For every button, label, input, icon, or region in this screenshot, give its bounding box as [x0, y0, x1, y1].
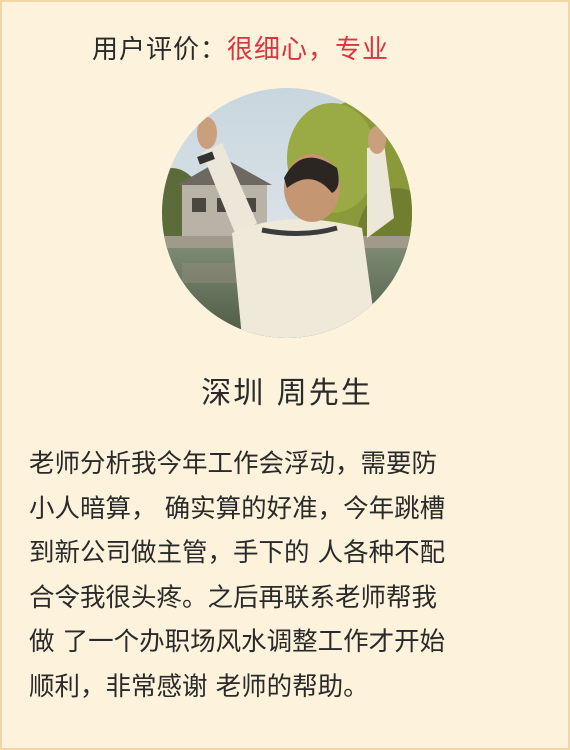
rating-label: 用户评价：: [92, 35, 228, 65]
review-text: 老师分析我今年工作会浮动，需要防 小人暗算， 确实算的好准，今年跳槽 到新公司做…: [29, 442, 549, 710]
review-line: 合令我很头疼。之后再联系老师帮我: [29, 582, 438, 613]
review-line: 小人暗算， 确实算的好准，今年跳槽: [29, 493, 446, 524]
review-line: 老师分析我今年工作会浮动，需要防: [29, 449, 438, 479]
review-line: 顺利，非常感谢 老师的帮助。: [29, 671, 369, 702]
rating-value: 很细心，专业: [227, 35, 390, 65]
customer-name: 深圳 周先生: [201, 376, 373, 411]
review-line: 做 了一个办职场风水调整工作才开始: [29, 627, 446, 658]
avatar: [162, 88, 412, 338]
person-photo-icon: [162, 88, 412, 338]
review-line: 到新公司做主管，手下的 人各种不配: [29, 538, 446, 569]
user-rating: 用户评价：很细心，专业: [92, 30, 389, 70]
